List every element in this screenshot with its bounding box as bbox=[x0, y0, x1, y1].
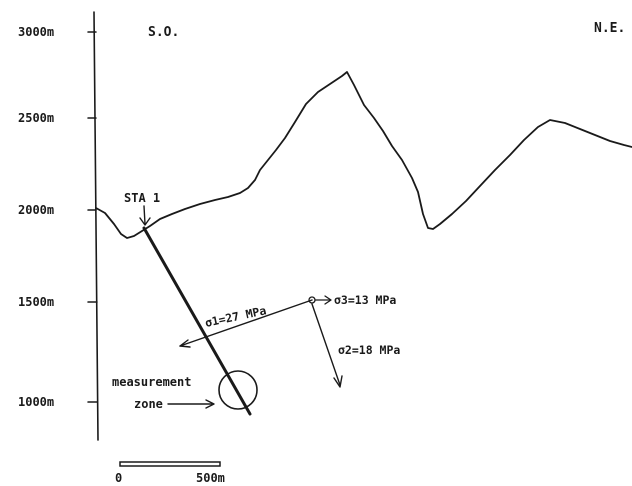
scale-bar bbox=[119, 461, 221, 467]
zone-pointer-head bbox=[205, 399, 215, 409]
measurement-label: measurement bbox=[112, 375, 191, 389]
zone-label: zone bbox=[134, 397, 163, 411]
sigma2-stress-arrow bbox=[311, 303, 341, 386]
borehole bbox=[142, 226, 252, 416]
tick-label-1500: 1500m bbox=[18, 295, 54, 309]
station-arrow-head bbox=[139, 217, 151, 226]
tick-label-2000: 2000m bbox=[18, 203, 54, 217]
direction-left-label: S.O. bbox=[148, 25, 179, 40]
tick-label-3000: 3000m bbox=[18, 25, 54, 39]
scale-end-label: 500m bbox=[196, 471, 225, 485]
tick-label-1000: 1000m bbox=[18, 395, 54, 409]
elevation-axis bbox=[93, 11, 99, 441]
sigma1-stress-line bbox=[179, 299, 313, 347]
measurement-zone-circle bbox=[218, 370, 258, 410]
scale-start-label: 0 bbox=[115, 471, 122, 485]
sigma2-label: σ2=18 MPa bbox=[338, 343, 400, 357]
sigma2-arrow-head bbox=[333, 375, 343, 388]
sigma1-arrow-head bbox=[179, 339, 191, 348]
station-label: STA 1 bbox=[124, 191, 160, 205]
terrain-profile bbox=[95, 71, 632, 239]
direction-right-label: N.E. bbox=[594, 21, 625, 36]
station-arrow-shaft bbox=[143, 205, 146, 225]
sigma3-arrow-head bbox=[324, 295, 332, 305]
sigma3-label: σ3=13 MPa bbox=[334, 293, 396, 307]
tick-label-2500: 2500m bbox=[18, 111, 54, 125]
